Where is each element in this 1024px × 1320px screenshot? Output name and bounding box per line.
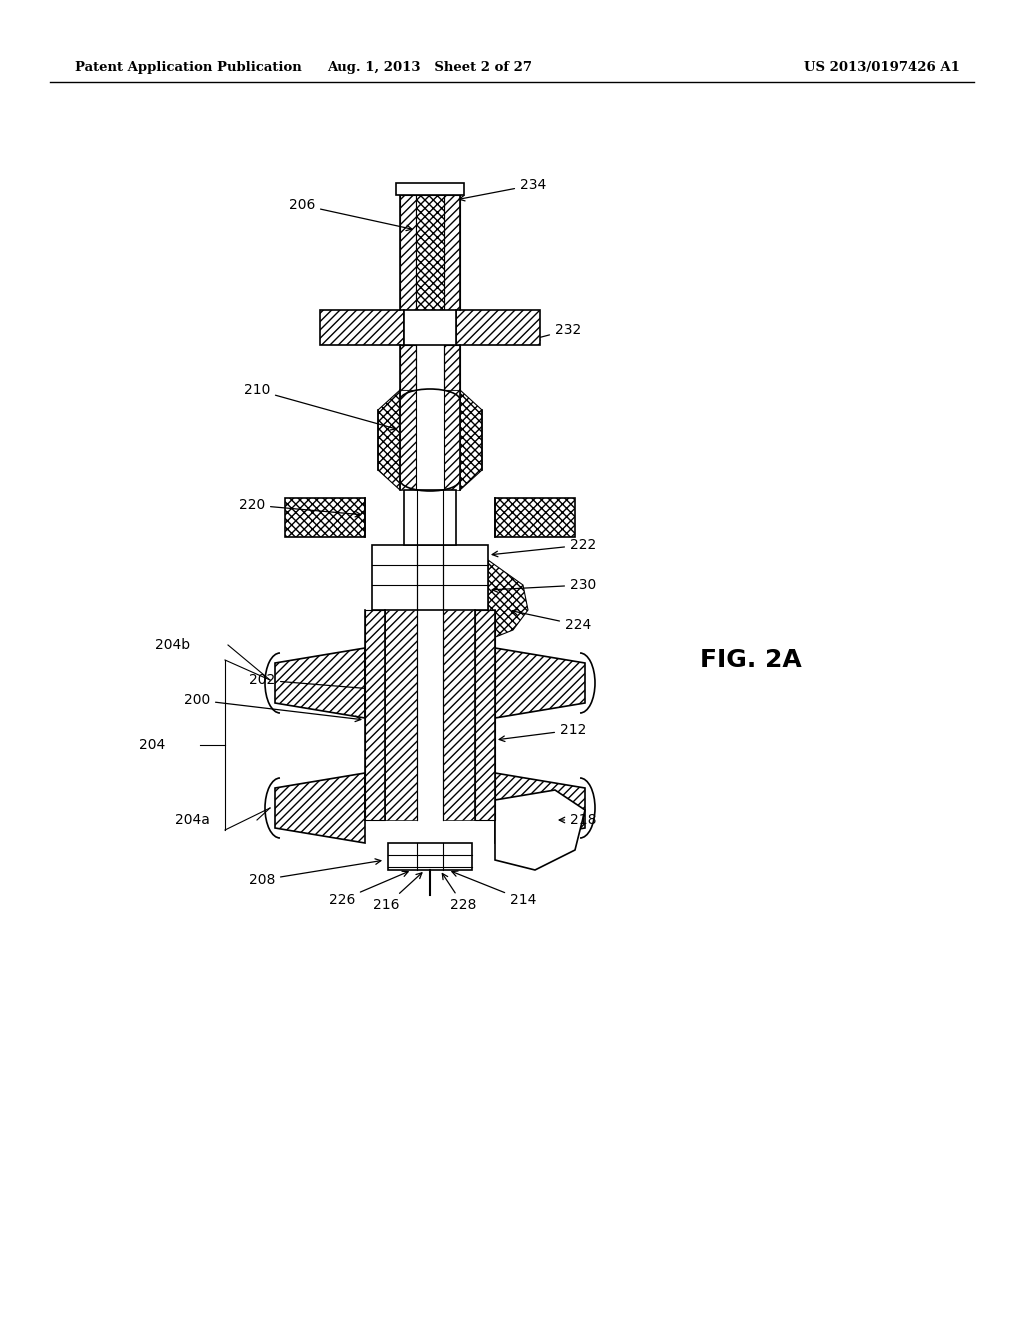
Polygon shape — [275, 648, 365, 718]
Polygon shape — [495, 498, 575, 537]
Polygon shape — [488, 560, 528, 640]
Text: 230: 230 — [493, 578, 596, 593]
Polygon shape — [495, 774, 585, 843]
Polygon shape — [275, 774, 365, 843]
Text: 234: 234 — [459, 178, 546, 201]
Text: 210: 210 — [244, 383, 396, 430]
Polygon shape — [404, 490, 456, 545]
Text: Aug. 1, 2013   Sheet 2 of 27: Aug. 1, 2013 Sheet 2 of 27 — [328, 62, 532, 74]
Polygon shape — [475, 610, 495, 820]
Polygon shape — [456, 310, 540, 345]
Polygon shape — [388, 843, 472, 870]
Polygon shape — [416, 195, 444, 310]
Polygon shape — [319, 310, 404, 345]
Polygon shape — [378, 389, 400, 490]
Polygon shape — [495, 789, 585, 870]
Text: 228: 228 — [442, 874, 476, 912]
Text: 208: 208 — [249, 859, 381, 887]
Text: 202: 202 — [249, 673, 381, 692]
Text: FIG. 2A: FIG. 2A — [700, 648, 802, 672]
Text: 222: 222 — [493, 539, 596, 557]
Polygon shape — [495, 648, 585, 718]
Polygon shape — [385, 610, 417, 820]
Text: 214: 214 — [452, 871, 537, 907]
Polygon shape — [444, 345, 460, 389]
Text: US 2013/0197426 A1: US 2013/0197426 A1 — [804, 62, 961, 74]
Text: 224: 224 — [512, 610, 591, 632]
Text: 204: 204 — [138, 738, 165, 752]
Text: 216: 216 — [374, 873, 422, 912]
Polygon shape — [400, 345, 416, 389]
Polygon shape — [400, 195, 416, 310]
Polygon shape — [444, 389, 460, 490]
Polygon shape — [460, 389, 482, 490]
Polygon shape — [385, 610, 475, 820]
Polygon shape — [285, 498, 365, 537]
Polygon shape — [372, 545, 488, 610]
Text: 200: 200 — [183, 693, 360, 722]
Text: 220: 220 — [239, 498, 360, 517]
Text: Patent Application Publication: Patent Application Publication — [75, 62, 302, 74]
Text: 226: 226 — [329, 871, 409, 907]
Polygon shape — [396, 183, 464, 195]
Text: 204b: 204b — [155, 638, 190, 652]
Text: 204a: 204a — [175, 813, 210, 828]
Text: 206: 206 — [289, 198, 412, 231]
Polygon shape — [444, 195, 460, 310]
Polygon shape — [443, 610, 475, 820]
Text: 218: 218 — [559, 813, 597, 828]
Polygon shape — [404, 310, 456, 345]
Polygon shape — [400, 389, 416, 490]
Text: 212: 212 — [499, 723, 587, 742]
Text: 232: 232 — [535, 323, 582, 341]
Polygon shape — [365, 610, 385, 820]
